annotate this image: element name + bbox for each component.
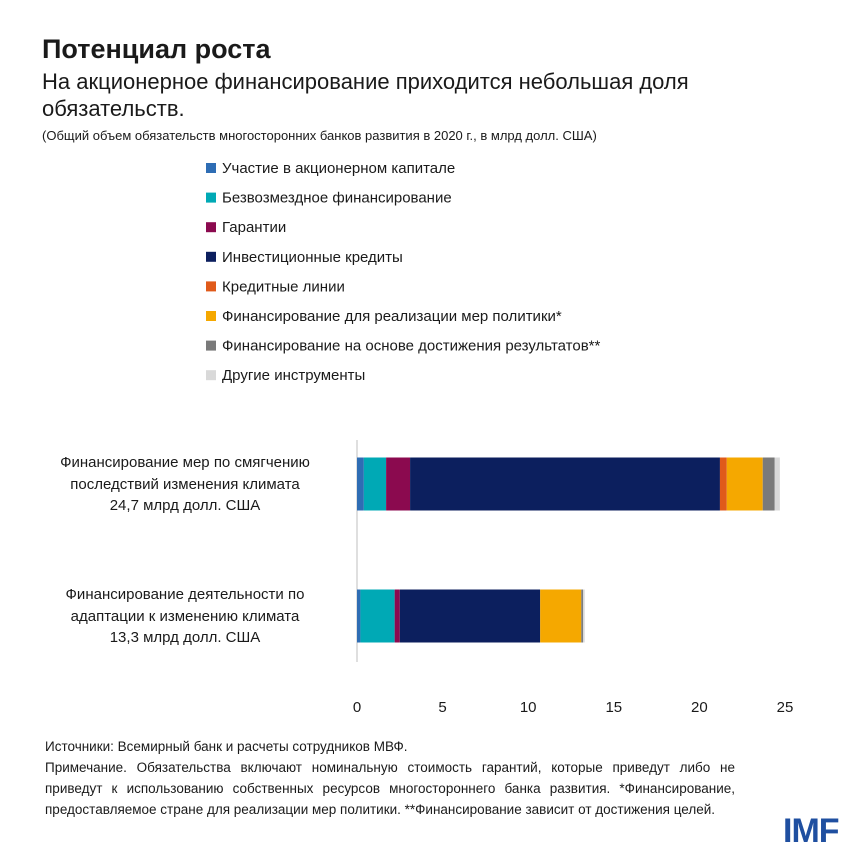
chart-subtitle: На акционерное финансирование приходится… [42,69,689,121]
bar-segment [399,589,541,643]
legend-label: Финансирование на основе достижения резу… [222,338,601,355]
bar-segment [540,589,582,643]
x-tick-label: 0 [353,699,361,716]
bar-segment [363,457,387,511]
footnote: Примечание. Обязательства включают номин… [45,760,735,817]
bar-segment [774,457,780,511]
x-tick-label: 25 [777,699,794,716]
legend-label: Финансирование для реализации мер полити… [222,308,562,325]
legend-swatch [206,251,216,262]
legend-label: Кредитные линии [222,278,345,295]
bar-segment [357,457,364,511]
legend-label: Безвозмездное финансирование [222,190,452,207]
bar-segment [762,457,775,511]
x-tick-label: 5 [438,699,446,716]
chart-note: (Общий объем обязательств многосторонних… [42,128,597,143]
legend-swatch [206,340,216,351]
bar-segment [357,589,361,643]
legend-label: Инвестиционные кредиты [222,249,403,266]
legend-label: Другие инструменты [222,367,365,384]
logo: IMF [783,812,840,850]
legend-label: Гарантии [222,219,286,236]
bar-segment [582,589,585,643]
legend-swatch [206,163,216,173]
sources: Источники: Всемирный банк и расчеты сотр… [45,739,408,754]
bar-segment [410,457,720,511]
category-label: Финансирование мер по смягчению последст… [60,454,310,514]
bar-segment [581,589,583,643]
x-tick-label: 10 [520,699,537,716]
bar-segment [726,457,763,511]
bar-segment [719,457,727,511]
bar-segment [386,457,411,511]
legend-swatch [206,222,216,233]
bar-segment [360,589,395,643]
bar-segment [394,589,400,643]
legend-swatch [206,192,216,203]
x-tick-label: 20 [691,699,708,716]
legend-swatch [206,311,216,321]
legend-label: Участие в акционерном капитале [222,160,455,177]
chart-title: Потенциал роста [42,34,271,64]
category-label: Финансирование деятельности по адаптации… [65,586,305,646]
legend-swatch [206,370,216,381]
legend-swatch [206,281,216,292]
x-tick-label: 15 [605,699,622,716]
